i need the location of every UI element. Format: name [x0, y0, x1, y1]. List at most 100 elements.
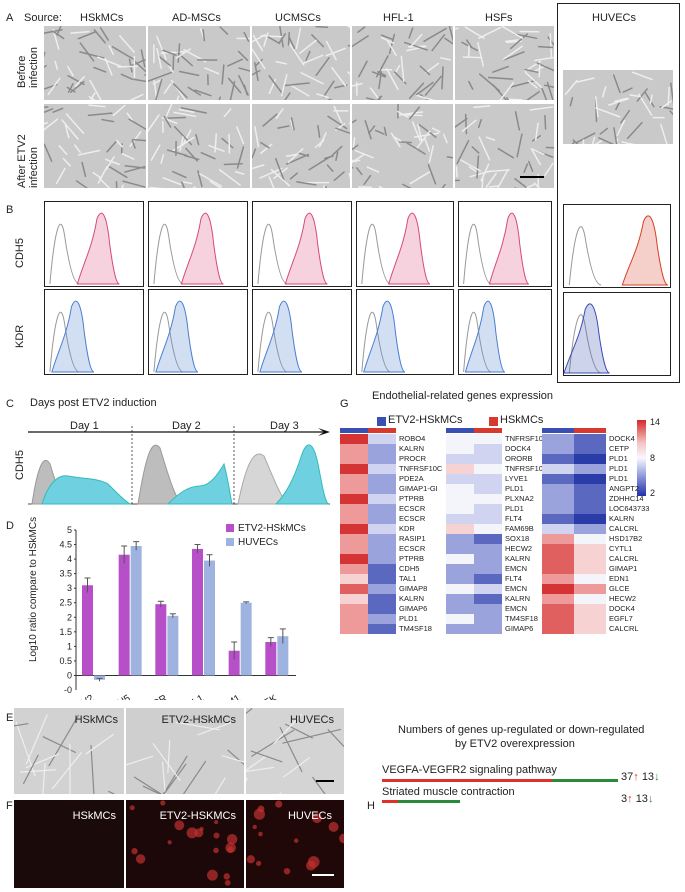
- heatmap-cell: [488, 494, 502, 504]
- heatmap-cell: [474, 434, 488, 444]
- micrograph-before-hfl1: [352, 26, 453, 100]
- heatmap-cell: [558, 484, 574, 494]
- heatmap-cell: [446, 624, 460, 634]
- heatmap-cell: [574, 624, 590, 634]
- heatmap-cell: [590, 604, 606, 614]
- heatmap-cell: [558, 434, 574, 444]
- kdr-histogram-4: [356, 289, 454, 375]
- heatmap-cell: [446, 574, 460, 584]
- legend-hskmcs-swatch: [489, 417, 498, 426]
- heatmap-cell: [354, 504, 368, 514]
- heatmap-cell: [558, 614, 574, 624]
- micrograph-after-hfl1: [352, 104, 453, 188]
- gene-label: TNFRSF10C: [399, 464, 443, 473]
- heatmap-cell: [382, 624, 396, 634]
- heatmap-cell: [488, 594, 502, 604]
- gene-label: DOCK4: [609, 604, 635, 613]
- heatmap-cell: [542, 594, 558, 604]
- x-tick-label: KDR: [145, 693, 169, 700]
- bar-ETV2-HSkMCs-PECAM1: [228, 650, 240, 676]
- heatmap-cell: [368, 454, 382, 464]
- gene-label: EMCN: [505, 604, 528, 613]
- panel-c-histograms: [28, 426, 330, 505]
- heatmap-cell: [354, 574, 368, 584]
- heatmap-cell: [542, 474, 558, 484]
- scale-bar-f: [312, 874, 334, 876]
- heatmap-cell: [474, 574, 488, 584]
- heatmap-cell: [446, 504, 460, 514]
- heatmap-cell: [542, 544, 558, 554]
- y-tick-label: -0: [64, 685, 72, 695]
- cdh5-histogram-5: [458, 201, 552, 287]
- heatmap-cell: [558, 524, 574, 534]
- heatmap-cell: [340, 624, 354, 634]
- heatmap-cell: [488, 554, 502, 564]
- heatmap-cell: [368, 484, 382, 494]
- legend-etv2-swatch: [377, 417, 386, 426]
- gene-label: PLD1: [399, 614, 418, 623]
- panel-h-letter: H: [367, 800, 375, 812]
- heatmap-cell: [354, 464, 368, 474]
- heatmap-cell: [488, 464, 502, 474]
- heatmap-cell: [590, 484, 606, 494]
- heatmap-cell: [488, 574, 502, 584]
- heatmap-cell: [558, 544, 574, 554]
- heatmap-cell: [542, 564, 558, 574]
- heatmap-cell: [460, 544, 474, 554]
- heatmap-cell: [474, 614, 488, 624]
- y-tick-label: 1.5: [59, 627, 72, 637]
- heatmap-cell: [488, 454, 502, 464]
- heatmap-cell: [368, 434, 382, 444]
- heatmap-cell: [542, 514, 558, 524]
- heatmap-cell: [558, 624, 574, 634]
- panel-h-title-line1: Numbers of genes up-regulated or down-re…: [398, 724, 645, 736]
- gene-label: KALRN: [505, 554, 531, 563]
- x-tick-label: CDH5: [103, 693, 132, 700]
- heatmap-cell: [488, 584, 502, 594]
- legend-hskmcs-label: HSkMCs: [500, 414, 544, 426]
- heatmap-cell: [340, 504, 354, 514]
- heatmap-cell: [474, 564, 488, 574]
- gene-label: TNFRSF10C: [505, 464, 549, 473]
- gene-label: ECSCR: [399, 514, 426, 523]
- heatmap-cell: [590, 464, 606, 474]
- heatmap-cell: [446, 434, 460, 444]
- heatmap-cell: [574, 464, 590, 474]
- heatmap-cell: [574, 534, 590, 544]
- scale-mid: 8: [650, 453, 656, 463]
- heatmap-cell: [590, 574, 606, 584]
- panel-a-letter: A: [6, 12, 14, 24]
- heatmap-cell: [382, 574, 396, 584]
- gene-label: PLD1: [609, 464, 628, 473]
- heatmap-cell: [354, 454, 368, 464]
- heatmap-cell: [590, 434, 606, 444]
- heatmap-cell: [542, 454, 558, 464]
- heatmap-cell: [382, 474, 396, 484]
- heatmap-cell: [446, 474, 460, 484]
- heatmap-cell: [354, 564, 368, 574]
- heatmap-cell: [446, 584, 460, 594]
- heatmap-cell: [460, 594, 474, 604]
- row-cdh5-label: CDH5: [14, 238, 26, 268]
- gene-label: ORORB: [505, 454, 533, 463]
- heatmap-cell: [354, 484, 368, 494]
- heatmap-cell: [542, 434, 558, 444]
- gene-label: GIMAP6: [505, 624, 534, 633]
- heatmap-cell: [354, 444, 368, 454]
- heatmap-cell: [558, 564, 574, 574]
- heatmap-cell: [574, 554, 590, 564]
- heatmap-cell: [354, 614, 368, 624]
- heatmap-cell: [460, 614, 474, 624]
- heatmap-cell: [460, 534, 474, 544]
- gene-label: PROCR: [399, 454, 427, 463]
- heatmap-cell: [460, 554, 474, 564]
- gene-label: GIMAP8: [399, 584, 428, 593]
- bar-HUVECs-PECAM1: [240, 602, 252, 676]
- tube-huvecs: HUVECs: [246, 708, 344, 794]
- gene-label: KALRN: [505, 594, 531, 603]
- heatmap-cell: [340, 524, 354, 534]
- bar-HUVECs-CDH5: [130, 546, 142, 676]
- gene-label: ANGPT2: [609, 484, 640, 493]
- heatmap-cell: [590, 554, 606, 564]
- heatmap-cell: [340, 494, 354, 504]
